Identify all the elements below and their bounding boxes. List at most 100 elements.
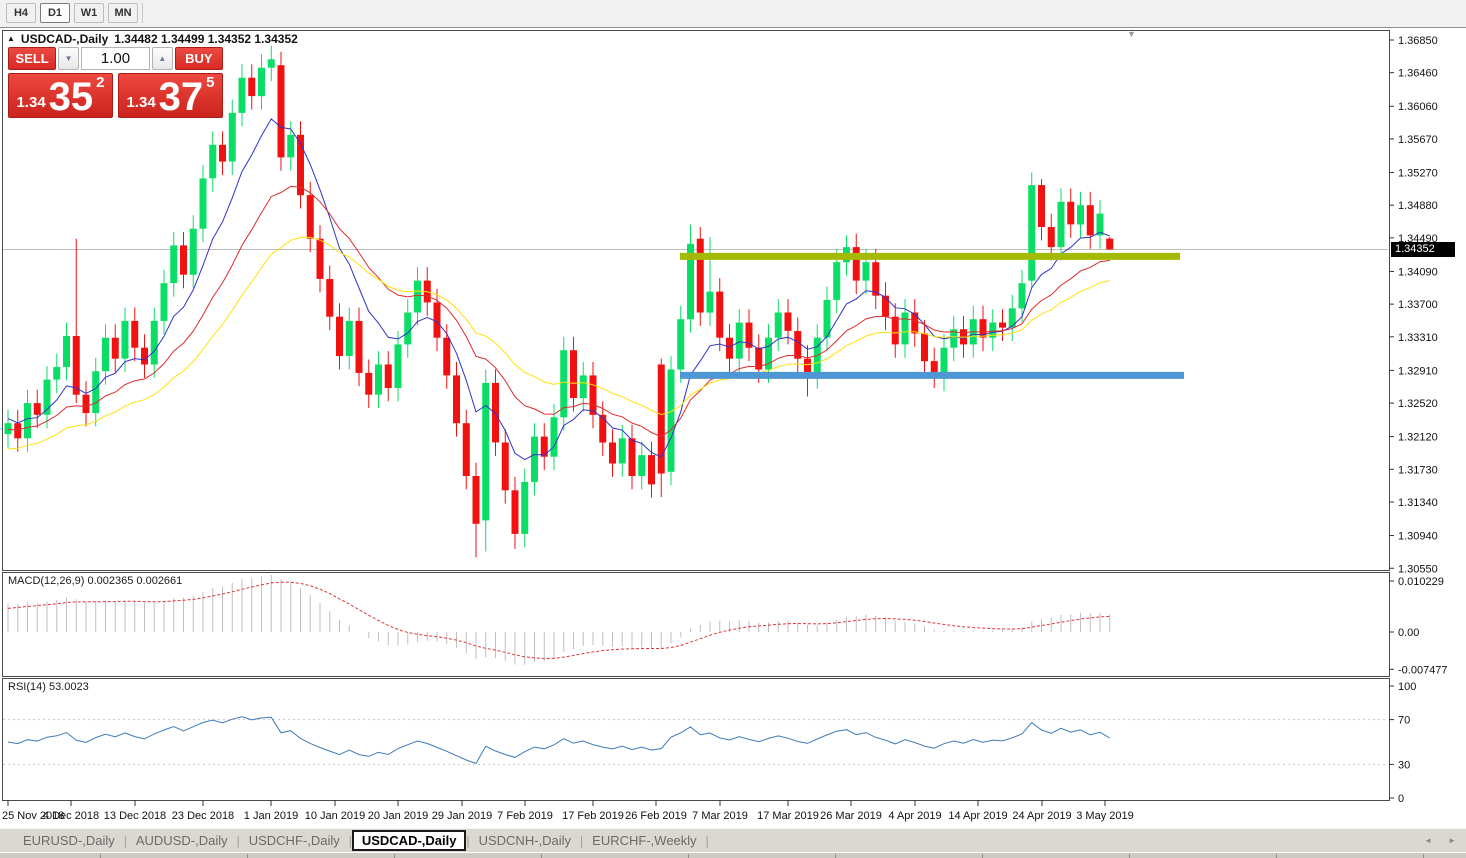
timeframe-tabs: H4 D1 W1 MN bbox=[6, 3, 138, 23]
macd-signal-line bbox=[7, 581, 1110, 660]
date-axis-label: 10 Jan 2019 bbox=[305, 810, 366, 822]
chart-tab-eurchf[interactable]: EURCHF-,Weekly bbox=[592, 833, 697, 848]
sell-price-pips: 2 bbox=[96, 74, 105, 91]
chart-tab-list: EURUSD-,Daily | AUDUSD-,Daily | USDCHF-,Dail… bbox=[14, 830, 709, 851]
tab-scroll-arrows: ◄ ► bbox=[1424, 836, 1456, 845]
tab-scroll-left-icon[interactable]: ◄ bbox=[1424, 836, 1433, 845]
splitter-mark bbox=[541, 854, 542, 858]
tab-separator: | bbox=[236, 833, 240, 848]
chart-tab-bar: EURUSD-,Daily | AUDUSD-,Daily | USDCHF-,Dail… bbox=[0, 828, 1466, 852]
tab-scroll-right-icon[interactable]: ► bbox=[1448, 836, 1456, 845]
buy-price-display: 1.34 37 5 bbox=[118, 73, 223, 118]
date-axis-label: 17 Mar 2019 bbox=[757, 810, 819, 822]
ma-fast-line bbox=[7, 118, 1110, 461]
date-axis-label: 25 Nov 2018 bbox=[2, 810, 64, 822]
macd-indicator-label: MACD(12,26,9) 0.002365 0.002661 bbox=[8, 575, 183, 587]
toolbar-divider bbox=[142, 3, 143, 23]
splitter-mark bbox=[1276, 854, 1277, 858]
splitter-mark bbox=[835, 854, 836, 858]
chart-tab-usdcnh[interactable]: USDCNH-,Daily bbox=[478, 833, 572, 848]
chart-tab-usdcad[interactable]: USDCAD-,Daily bbox=[351, 830, 467, 851]
price-axis-label: 1.36060 bbox=[1398, 101, 1438, 113]
buy-button[interactable]: BUY bbox=[174, 47, 223, 70]
date-axis-label: 17 Feb 2019 bbox=[562, 810, 624, 822]
date-axis-label: 7 Feb 2019 bbox=[497, 810, 553, 822]
volume-decrease-button[interactable]: ▼ bbox=[58, 47, 79, 70]
price-axis-label: 1.30940 bbox=[1398, 531, 1438, 543]
rsi-axis-label: 0 bbox=[1398, 793, 1404, 805]
top-toolbar: H4 D1 W1 MN bbox=[0, 0, 1466, 28]
buy-price-pips: 5 bbox=[206, 74, 215, 91]
price-axis-label: 1.30550 bbox=[1398, 563, 1438, 575]
date-axis-label: 3 May 2019 bbox=[1076, 810, 1133, 822]
rsi-axis-label: 30 bbox=[1398, 759, 1410, 771]
splitter-mark bbox=[394, 854, 395, 858]
rsi-indicator-label: RSI(14) 53.0023 bbox=[8, 681, 89, 693]
macd-axis-label: -0.007477 bbox=[1398, 664, 1448, 676]
date-axis-label: 20 Jan 2019 bbox=[368, 810, 429, 822]
volume-increase-button[interactable]: ▲ bbox=[152, 47, 173, 70]
collapse-expert-icon[interactable]: ▲ bbox=[7, 33, 15, 43]
price-axis-label: 1.36850 bbox=[1398, 35, 1438, 47]
sell-price-prefix: 1.34 bbox=[16, 94, 46, 111]
date-axis-label: 4 Apr 2019 bbox=[888, 810, 941, 822]
price-axis-label: 1.33310 bbox=[1398, 332, 1438, 344]
splitter-mark bbox=[100, 854, 101, 858]
price-axis-label: 1.34880 bbox=[1398, 200, 1438, 212]
sell-button[interactable]: SELL bbox=[8, 47, 57, 70]
tab-separator: | bbox=[466, 833, 470, 848]
rsi-panel[interactable] bbox=[2, 678, 1390, 801]
date-axis-label: 4 Dec 2018 bbox=[43, 810, 99, 822]
one-click-trading-panel: SELL ▼ ▲ BUY 1.34 35 2 1.34 37 5 bbox=[8, 47, 223, 118]
sell-price-display: 1.34 35 2 bbox=[8, 73, 113, 118]
price-axis-labels: 1.36850 1.36460 1.36060 1.35670 1.35270 1.348… bbox=[1389, 35, 1438, 575]
macd-axis-labels: 0.010229 0.00 -0.007477 bbox=[1389, 576, 1448, 676]
date-axis-label: 14 Apr 2019 bbox=[948, 810, 1007, 822]
price-axis-label: 1.33700 bbox=[1398, 299, 1438, 311]
date-axis-label: 1 Jan 2019 bbox=[244, 810, 298, 822]
price-axis-label: 1.34090 bbox=[1398, 266, 1438, 278]
chart-shift-marker-icon[interactable]: ▼ bbox=[1127, 29, 1136, 39]
bottom-splitter-strip[interactable] bbox=[0, 852, 1466, 858]
price-axis-label: 1.36460 bbox=[1398, 68, 1438, 80]
price-axis-label: 1.32120 bbox=[1398, 432, 1438, 444]
rsi-axis-label: 100 bbox=[1398, 681, 1416, 693]
sell-price-main: 35 bbox=[48, 75, 94, 119]
chart-title: ▲ USDCAD-,Daily 1.34482 1.34499 1.34352 … bbox=[7, 32, 298, 46]
chart-ohlc-values: 1.34482 1.34499 1.34352 1.34352 bbox=[114, 32, 298, 46]
volume-input[interactable] bbox=[81, 47, 150, 70]
tab-separator: | bbox=[348, 833, 352, 848]
macd-axis-label: 0.00 bbox=[1398, 627, 1419, 639]
chart-tab-audusd[interactable]: AUDUSD-,Daily bbox=[135, 833, 228, 848]
macd-panel[interactable] bbox=[2, 572, 1390, 677]
tab-separator: | bbox=[123, 833, 127, 848]
date-axis-label: 26 Mar 2019 bbox=[820, 810, 882, 822]
chart-symbol-label: USDCAD-,Daily bbox=[20, 32, 109, 46]
timeframe-tab-mn[interactable]: MN bbox=[108, 3, 138, 23]
ma-slow-line bbox=[7, 236, 1110, 450]
date-axis-label: 13 Dec 2018 bbox=[104, 810, 166, 822]
splitter-mark bbox=[1423, 854, 1424, 858]
splitter-mark bbox=[688, 854, 689, 858]
rsi-axis-label: 70 bbox=[1398, 715, 1410, 727]
timeframe-tab-h4[interactable]: H4 bbox=[6, 3, 36, 23]
date-axis-label: 23 Dec 2018 bbox=[172, 810, 234, 822]
date-axis-label: 7 Mar 2019 bbox=[692, 810, 748, 822]
buy-price-prefix: 1.34 bbox=[126, 94, 156, 111]
price-axis-label: 1.35270 bbox=[1398, 167, 1438, 179]
price-axis-label: 1.35670 bbox=[1398, 134, 1438, 146]
macd-axis-label: 0.010229 bbox=[1398, 576, 1444, 588]
date-axis-label: 26 Feb 2019 bbox=[625, 810, 687, 822]
price-axis-label: 1.34490 bbox=[1398, 233, 1438, 245]
splitter-mark bbox=[1129, 854, 1130, 858]
timeframe-tab-w1[interactable]: W1 bbox=[74, 3, 104, 23]
chart-tab-usdchf[interactable]: USDCHF-,Daily bbox=[248, 833, 340, 848]
rsi-line bbox=[7, 716, 1111, 765]
splitter-mark bbox=[247, 854, 248, 858]
chart-tab-eurusd[interactable]: EURUSD-,Daily bbox=[23, 833, 115, 848]
timeframe-tab-d1[interactable]: D1 bbox=[40, 3, 70, 23]
buy-price-main: 37 bbox=[158, 75, 204, 119]
